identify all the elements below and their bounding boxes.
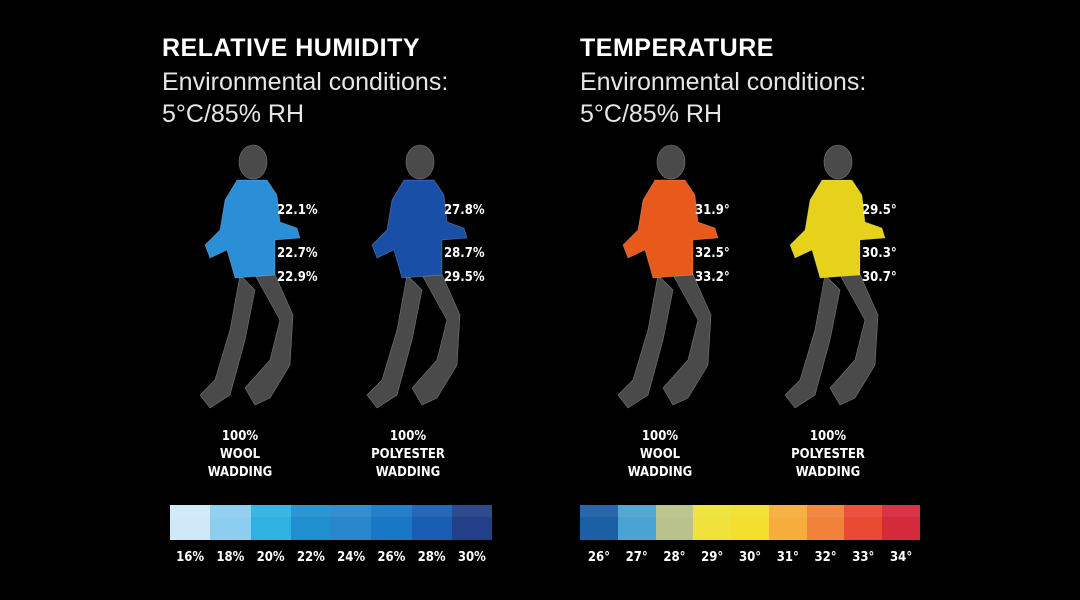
reading-value: 27.8% [444,203,485,218]
reading-value: 30.3° [862,246,897,261]
scale-segment [806,505,845,540]
scale-segment [290,505,331,540]
subtitle-line: 5°C/85% RH [580,100,722,128]
scale-segment [331,505,372,540]
scale-segment [655,505,694,540]
subtitle-line: Environmental conditions: [162,68,449,96]
scale-segment [411,505,452,540]
scale-segment [250,505,291,540]
reading-value: 22.7% [277,246,318,261]
reading-value: 22.9% [277,270,318,285]
scale-tick-label: 31° [776,550,799,565]
subtitle-line: Environmental conditions: [580,68,867,96]
caption-line: WADDING [795,465,861,480]
caption-line: POLYESTER [371,447,445,462]
reading-value: 28.7% [444,246,485,261]
caption-line: WADDING [207,465,273,480]
scale-tick-label: 33° [852,550,875,565]
leg-front [662,269,712,406]
caption-line: 100% [809,429,847,444]
panel-subtitle: Environmental conditions: 5°C/85% RH [580,66,866,130]
scale-segment [844,505,883,540]
figure-caption: 100% POLYESTER WADDING [338,428,478,482]
jacket [622,179,719,279]
runner-figure [352,140,492,420]
scale-tick-label: 26% [377,550,406,565]
caption-line: WOOL [639,447,681,462]
runner-figure [185,140,325,420]
jacket [789,179,886,279]
caption-line: POLYESTER [791,447,865,462]
scale-tick-label: 22% [296,550,325,565]
head [823,144,853,180]
caption-line: WADDING [627,465,693,480]
panel-title: RELATIVE HUMIDITY [162,34,421,62]
reading-value: 30.7° [862,270,897,285]
reading-value: 29.5% [444,270,485,285]
scale-segment [580,505,618,540]
scale-tick-label: 34° [890,550,913,565]
reading-value: 29.5° [862,203,897,218]
scale-segment [170,505,211,540]
scale-tick-label: 29° [701,550,724,565]
scale-segment [451,505,492,540]
reading-value: 22.1% [277,203,318,218]
head [238,144,268,180]
leg-back [199,274,256,409]
color-scale-bar [170,505,492,540]
scale-tick-label: 30% [457,550,486,565]
caption-line: 100% [221,429,259,444]
leg-front [411,269,461,406]
caption-line: 100% [641,429,679,444]
scale-tick-label: 28° [663,550,686,565]
figure-caption: 100% WOOL WADDING [170,428,310,482]
leg-front [244,269,294,406]
subtitle-line: 5°C/85% RH [162,100,304,128]
scale-tick-label: 16% [176,550,205,565]
scale-tick-label: 30° [738,550,762,565]
reading-value: 31.9° [695,203,730,218]
scale-segment [693,505,732,540]
leg-front [829,269,879,406]
scale-tick-label: 26° [587,550,610,565]
scale-tick-label: 18% [216,550,245,565]
scale-tick-label: 27° [625,550,648,565]
leg-back [366,274,423,409]
scale-segment [210,505,251,540]
caption-line: WADDING [375,465,441,480]
figure-caption: 100% WOOL WADDING [590,428,730,482]
head [405,144,435,180]
leg-back [784,274,841,409]
runner-figure [770,140,910,420]
scale-tick-label: 32° [814,550,837,565]
leg-back [617,274,674,409]
head [656,144,686,180]
color-scale-bar [580,505,921,540]
panel-title: TEMPERATURE [580,34,774,62]
scale-segment [371,505,412,540]
caption-line: 100% [389,429,427,444]
scale-segment [731,505,769,540]
scale-tick-label: 28% [417,550,446,565]
scale-tick-label: 20% [256,550,285,565]
scale-segment [768,505,807,540]
reading-value: 33.2° [695,270,730,285]
scale-segment [882,505,921,540]
jacket [204,179,301,279]
scale-segment [617,505,656,540]
panel-subtitle: Environmental conditions: 5°C/85% RH [162,66,448,130]
caption-line: WOOL [219,447,261,462]
runner-figure [603,140,743,420]
scale-tick-label: 24% [337,550,366,565]
reading-value: 32.5° [695,246,730,261]
figure-caption: 100% POLYESTER WADDING [758,428,898,482]
jacket [371,179,468,279]
